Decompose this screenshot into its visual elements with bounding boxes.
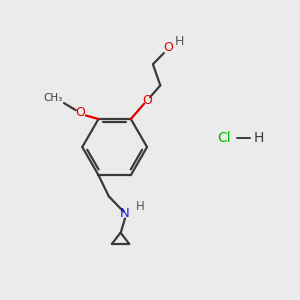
Text: O: O [163, 41, 173, 54]
Text: CH₃: CH₃ [43, 93, 62, 103]
Text: N: N [120, 208, 130, 220]
Text: H: H [253, 131, 263, 145]
Text: Cl: Cl [217, 131, 230, 145]
Text: O: O [75, 106, 85, 119]
Text: O: O [143, 94, 153, 107]
Text: H: H [136, 200, 145, 213]
Text: H: H [175, 35, 184, 48]
